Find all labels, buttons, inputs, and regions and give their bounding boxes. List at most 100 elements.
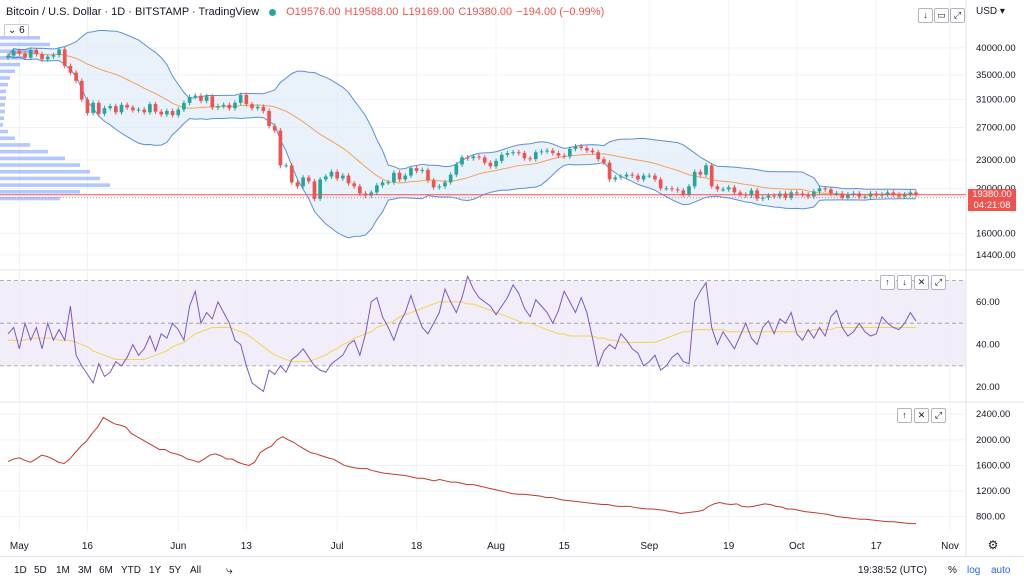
- candle-body: [295, 182, 300, 187]
- volume-profile-bar: [0, 196, 60, 201]
- rsi-y-tick-label: 20.00: [976, 382, 1000, 393]
- date-range-icon[interactable]: ⤷: [226, 563, 233, 577]
- candle-body: [85, 99, 90, 114]
- candle-body: [409, 168, 413, 176]
- candle-body: [539, 151, 544, 153]
- candle-body: [284, 165, 288, 167]
- candle-body: [460, 157, 464, 165]
- volume-profile-bar: [0, 163, 80, 167]
- timeframe-5d[interactable]: 5D: [34, 565, 47, 576]
- candle-body: [823, 188, 828, 190]
- candle-body: [125, 104, 130, 108]
- candle-body: [579, 146, 584, 149]
- candle-body: [204, 96, 209, 101]
- percent-toggle[interactable]: %: [948, 565, 957, 576]
- candle-body: [477, 156, 481, 158]
- candle-body: [550, 150, 555, 154]
- candle-body: [227, 104, 232, 109]
- candle-body: [170, 110, 175, 116]
- candle-body: [732, 187, 737, 193]
- candle-body: [221, 104, 226, 107]
- candle-body: [647, 175, 652, 177]
- rsi-close-icon[interactable]: ✕: [914, 275, 929, 290]
- candle-body: [658, 179, 663, 189]
- obv-move-up-icon[interactable]: ↑: [897, 408, 912, 423]
- volume-profile-bar: [0, 42, 50, 47]
- candle-body: [692, 171, 697, 187]
- candle-body: [812, 191, 816, 197]
- candle-body: [289, 165, 294, 183]
- volume-profile-bar: [0, 143, 30, 147]
- candle-body: [340, 175, 345, 179]
- candle-body: [465, 157, 470, 159]
- candle-body: [233, 102, 237, 109]
- rsi-maximize-icon[interactable]: ⤢: [931, 275, 946, 290]
- candle-body: [312, 181, 317, 199]
- rsi-move-down-icon[interactable]: ↓: [897, 275, 912, 290]
- timeframe-6m[interactable]: 6M: [99, 565, 113, 576]
- x-tick-label: Sep: [640, 541, 658, 552]
- candle-body: [698, 171, 703, 175]
- candle-body: [40, 54, 44, 60]
- candle-body: [783, 193, 788, 198]
- candle-body: [829, 189, 833, 194]
- volume-profile-bar: [0, 56, 25, 60]
- candle-body: [403, 175, 408, 180]
- rsi-ma-line: [8, 301, 916, 363]
- candle-body: [794, 192, 799, 194]
- timeframe-all[interactable]: All: [190, 565, 202, 576]
- candle-body: [148, 104, 152, 113]
- candle-body: [11, 50, 16, 56]
- x-tick-label: Aug: [487, 541, 505, 552]
- move-down-icon[interactable]: ↓: [918, 8, 933, 23]
- candle-body: [199, 95, 203, 101]
- volume-profile-bar: [0, 76, 10, 80]
- candle-body: [846, 194, 850, 198]
- timeframe-3m[interactable]: 3M: [78, 565, 92, 576]
- low-value: L19169.00: [402, 6, 455, 18]
- candle-body: [562, 155, 566, 157]
- maximize-icon[interactable]: ⤢: [950, 8, 965, 23]
- candle-body: [653, 175, 657, 180]
- candle-body: [840, 193, 845, 198]
- timeframe-ytd[interactable]: YTD: [121, 565, 141, 576]
- candle-body: [420, 169, 425, 171]
- candle-body: [51, 55, 56, 57]
- obv-y-tick-label: 2400.00: [976, 409, 1010, 420]
- collapse-icon[interactable]: ▭: [934, 8, 949, 23]
- candle-body: [482, 157, 487, 163]
- candle-body: [238, 95, 243, 103]
- gear-icon[interactable]: ⚙: [988, 538, 999, 552]
- candle-body: [34, 49, 39, 55]
- candle-body: [704, 165, 708, 175]
- candle-body: [267, 110, 271, 127]
- indicators-toggle[interactable]: ⌄ 6: [4, 24, 29, 37]
- candle-body: [902, 194, 907, 197]
- x-tick-label: Jul: [331, 541, 344, 552]
- candle-body: [153, 104, 158, 112]
- rsi-move-up-icon[interactable]: ↑: [880, 275, 895, 290]
- candle-body: [102, 108, 107, 114]
- auto-toggle[interactable]: auto: [991, 565, 1011, 576]
- obv-maximize-icon[interactable]: ⤢: [931, 408, 946, 423]
- candle-body: [335, 171, 339, 179]
- currency-selector[interactable]: USD ▾: [976, 6, 1005, 17]
- obv-close-icon[interactable]: ✕: [914, 408, 929, 423]
- timeframe-1d[interactable]: 1D: [14, 565, 27, 576]
- log-toggle[interactable]: log: [967, 565, 981, 576]
- utc-clock[interactable]: 19:38:52 (UTC): [858, 565, 927, 576]
- timeframe-1y[interactable]: 1Y: [149, 565, 162, 576]
- candle-body: [675, 189, 680, 191]
- candle-body: [108, 106, 112, 109]
- candle-body: [182, 102, 186, 110]
- volume-profile-bar: [0, 89, 6, 94]
- timeframe-1m[interactable]: 1M: [56, 565, 70, 576]
- candle-body: [749, 190, 754, 196]
- volume-profile-bar: [0, 69, 15, 74]
- timeframe-5y[interactable]: 5Y: [169, 565, 182, 576]
- symbol-title[interactable]: Bitcoin / U.S. Dollar · 1D · BITSTAMP · …: [6, 6, 260, 18]
- x-tick-label: Oct: [789, 541, 805, 552]
- currency-label: USD: [976, 6, 998, 17]
- y-tick-label: 23000.00: [976, 155, 1016, 166]
